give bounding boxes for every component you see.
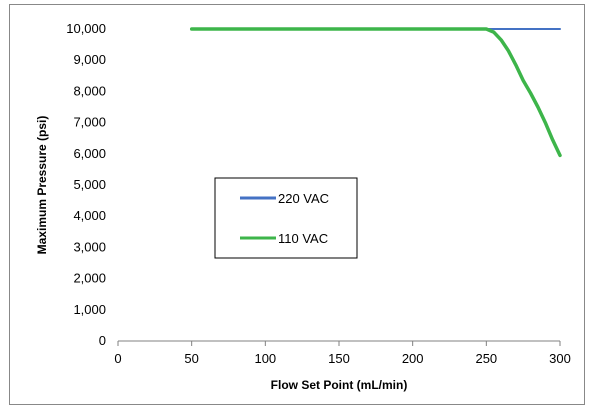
- x-axis-ticks: 0 50 100 150 200 250 300: [114, 341, 571, 366]
- series-line-110vac: [189, 27, 562, 158]
- legend: 220 VAC 110 VAC: [214, 177, 358, 259]
- y-tick-label: 6,000: [73, 146, 106, 161]
- y-tick-label: 10,000: [66, 21, 106, 36]
- y-tick-label: 7,000: [73, 115, 106, 130]
- legend-label-110vac: 110 VAC: [278, 231, 328, 246]
- y-tick-label: 5,000: [73, 177, 106, 192]
- y-tick-label: 9,000: [73, 52, 106, 67]
- x-tick-label: 100: [254, 351, 276, 366]
- y-tick-label: 2,000: [73, 271, 106, 286]
- chart-frame: 0 1,000 2,000 3,000 4,000 5,000 6,000 7,000 8,00…: [9, 4, 585, 405]
- y-tick-label: 1,000: [73, 302, 106, 317]
- y-axis-title: Maximum Pressure (psi): [35, 116, 49, 255]
- line-chart: 0 1,000 2,000 3,000 4,000 5,000 6,000 7,000 8,00…: [35, 21, 571, 392]
- y-axis-ticks: 0 1,000 2,000 3,000 4,000 5,000 6,000 7,000 8,00…: [66, 21, 106, 348]
- x-tick-label: 200: [402, 351, 424, 366]
- legend-box: [214, 177, 358, 259]
- y-tick-label: 4,000: [73, 208, 106, 223]
- x-tick-label: 300: [549, 351, 571, 366]
- y-tick-label: 8,000: [73, 83, 106, 98]
- legend-label-220vac: 220 VAC: [278, 191, 329, 206]
- y-tick-label: 0: [99, 333, 106, 348]
- x-tick-label: 250: [475, 351, 497, 366]
- x-tick-label: 0: [114, 351, 121, 366]
- x-tick-label: 150: [328, 351, 350, 366]
- x-axis-title: Flow Set Point (mL/min): [271, 378, 408, 392]
- x-tick-label: 50: [184, 351, 198, 366]
- y-tick-label: 3,000: [73, 239, 106, 254]
- series-lines: [189, 27, 562, 158]
